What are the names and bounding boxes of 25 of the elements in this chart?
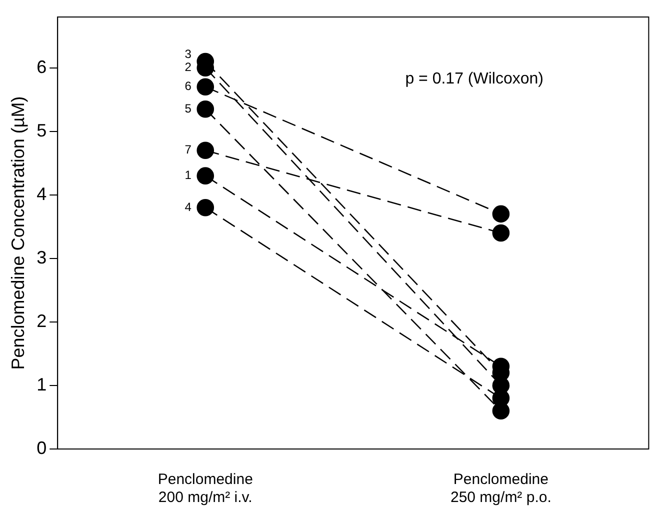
point [196,100,214,118]
point [492,224,510,242]
y-axis-title: Penclomedine Concentration (µM) [8,96,28,370]
x-tick-label: Penclomedine 250 mg/m² p.o. [450,471,552,506]
point [196,78,214,96]
series-label: 4 [184,200,192,214]
annotation: p = 0.17 (Wilcoxon) [405,70,544,88]
point [196,142,214,160]
point [196,167,214,184]
series-label: 2 [184,60,192,74]
x-tick-label: Penclomedine 200 mg/m² i.v. [158,471,253,506]
series-label: 1 [184,168,192,182]
series-label: 7 [184,142,192,157]
y-tick-label: 3 [36,247,47,268]
y-tick-label: 2 [36,310,47,331]
point [196,198,214,216]
y-tick-label: 5 [36,120,47,140]
y-tick-label: 4 [36,184,47,204]
y-tick-label: 6 [36,56,47,77]
point [492,205,510,223]
series-label: 6 [184,79,192,94]
series-label: 5 [184,101,192,116]
series-label: 3 [184,47,192,62]
y-tick-label: 1 [36,374,47,394]
y-tick-label: 0 [36,438,47,458]
